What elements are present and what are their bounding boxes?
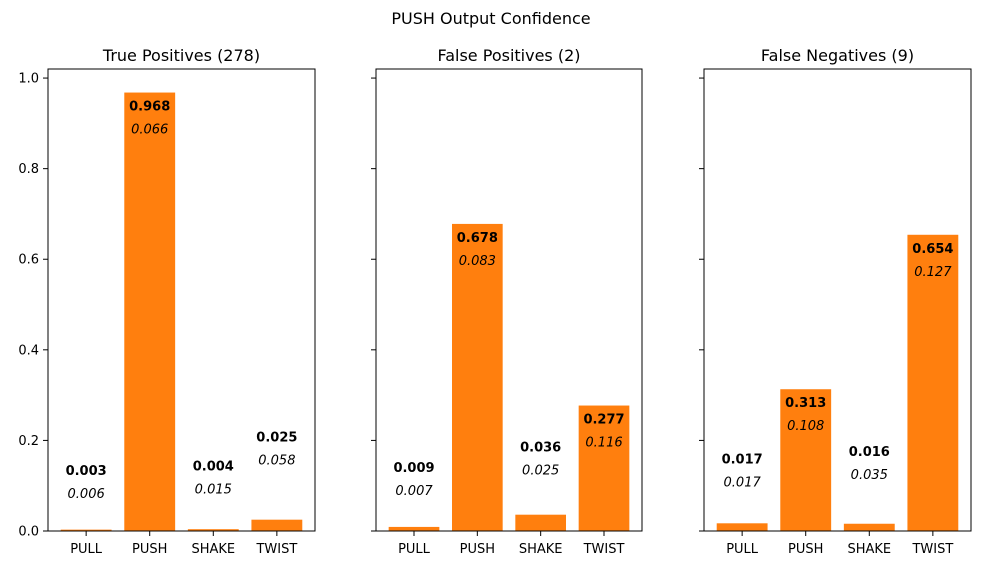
value-label: 0.313 — [785, 396, 826, 411]
bar-twist — [578, 405, 630, 531]
x-tick-label: SHAKE — [191, 542, 235, 557]
x-tick-label: TWIST — [255, 542, 297, 557]
chart-panel-2: 0.009 0.007 0.678 0.083 0.036 0.025 0.277 0.116… — [371, 46, 643, 557]
value-label: 0.017 — [722, 453, 763, 468]
std-label: 0.066 — [131, 123, 168, 138]
value-label: 0.036 — [520, 440, 561, 455]
x-tick-label: TWIST — [911, 542, 953, 557]
y-tick-label: 0.6 — [18, 253, 39, 268]
chart-panel-3: 0.017 0.017 0.313 0.108 0.016 0.035 0.654 0.127… — [699, 46, 972, 557]
std-label: 0.017 — [724, 476, 762, 491]
bar-push — [452, 223, 503, 531]
value-label: 0.004 — [193, 459, 234, 474]
value-label: 0.025 — [256, 430, 297, 445]
std-label: 0.006 — [68, 487, 105, 502]
std-label: 0.035 — [851, 468, 888, 483]
bar-pull — [388, 526, 440, 531]
y-tick-label: 0.0 — [18, 525, 39, 540]
bar-pull — [60, 529, 112, 531]
bar-shake — [187, 529, 239, 531]
x-tick-label: PULL — [726, 542, 759, 557]
bar-pull — [716, 523, 768, 531]
chart-panel-1: 0.003 0.006 0.968 0.066 0.004 0.015 0.025 0.058… — [18, 46, 316, 557]
axes-frame — [703, 68, 972, 532]
bar-shake — [843, 523, 895, 531]
value-label: 0.968 — [129, 100, 170, 115]
y-tick-label: 0.8 — [18, 162, 39, 177]
value-label: 0.277 — [583, 413, 624, 428]
y-tick-label: 1.0 — [18, 72, 39, 87]
bar-push — [124, 92, 176, 532]
std-label: 0.127 — [914, 265, 952, 280]
x-tick-label: SHAKE — [519, 542, 563, 557]
std-label: 0.083 — [459, 254, 496, 269]
bar-twist — [251, 519, 303, 531]
panel-title: False Positives (2) — [437, 46, 580, 65]
bar-shake — [515, 514, 566, 531]
panel-title: False Negatives (9) — [761, 46, 914, 65]
std-label: 0.116 — [585, 436, 622, 451]
std-label: 0.025 — [522, 463, 559, 478]
std-label: 0.007 — [395, 484, 433, 499]
value-label: 0.003 — [66, 464, 107, 479]
value-label: 0.654 — [912, 242, 953, 257]
x-tick-label: PULL — [70, 542, 103, 557]
x-tick-label: PULL — [398, 542, 431, 557]
y-tick-label: 0.2 — [18, 434, 39, 449]
bar-push — [780, 389, 832, 531]
std-label: 0.058 — [258, 453, 295, 468]
x-tick-label: PUSH — [132, 542, 167, 557]
value-label: 0.678 — [457, 231, 498, 246]
axes-frame — [375, 68, 643, 532]
std-label: 0.108 — [787, 419, 824, 434]
figure-suptitle: PUSH Output Confidence — [391, 9, 590, 28]
x-tick-label: PUSH — [460, 542, 495, 557]
std-label: 0.015 — [195, 482, 232, 497]
x-tick-label: PUSH — [788, 542, 823, 557]
bar-twist — [907, 234, 959, 531]
panel-title: True Positives (278) — [102, 46, 260, 65]
y-tick-label: 0.4 — [18, 343, 39, 358]
value-label: 0.009 — [393, 461, 434, 476]
axes-frame — [47, 68, 316, 532]
value-label: 0.016 — [849, 445, 890, 460]
x-tick-label: TWIST — [583, 542, 625, 557]
x-tick-label: SHAKE — [847, 542, 891, 557]
